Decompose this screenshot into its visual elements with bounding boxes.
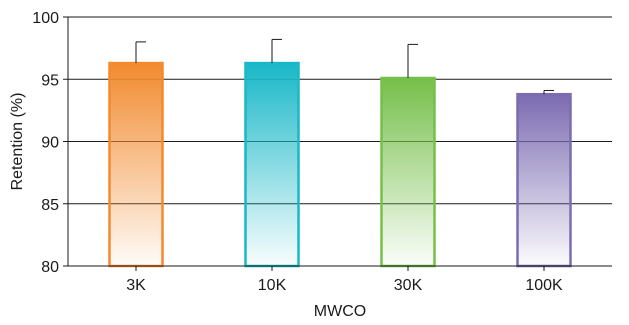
y-axis-label: Retention (%) (9, 93, 26, 191)
error-layer (135, 38, 554, 95)
x-tick-label: 10K (258, 277, 287, 294)
x-tick-label: 30K (394, 277, 423, 294)
bar-3K (108, 61, 164, 268)
bar-layer (108, 61, 572, 268)
y-tick-label: 95 (41, 72, 59, 89)
y-tick-label: 80 (41, 259, 59, 276)
y-tick-label: 90 (41, 135, 59, 152)
y-tick-label: 100 (32, 10, 59, 27)
bar-100K (516, 92, 572, 268)
bar-30K (380, 76, 436, 268)
x-axis-label: MWCO (314, 303, 366, 320)
x-tick-label: 3K (126, 277, 146, 294)
x-tick-label: 100K (525, 277, 563, 294)
y-tick-label: 85 (41, 197, 59, 214)
axis-layer: 80 85 90 95 100 3K 10K 30K 100K (32, 10, 612, 294)
bar-10K (244, 61, 300, 268)
label-layer: Retention (%) MWCO (9, 93, 366, 320)
